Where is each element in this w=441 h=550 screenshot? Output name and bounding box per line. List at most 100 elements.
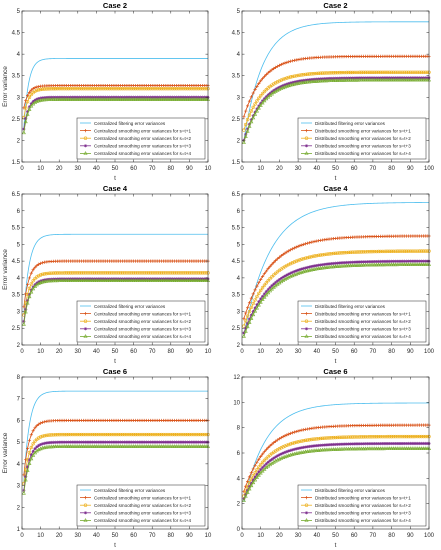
x-tick-label: 0 [240, 349, 244, 355]
series-marker-3 [96, 440, 100, 444]
series-marker-1 [285, 60, 289, 64]
series-marker-4 [72, 278, 77, 282]
series-marker-3 [384, 259, 388, 264]
series-marker-2 [251, 474, 255, 478]
series-marker-2 [94, 86, 99, 91]
series-marker-2 [365, 70, 369, 75]
series-marker-2 [303, 438, 308, 443]
series-marker-2 [40, 434, 45, 438]
series-marker-4 [410, 77, 415, 82]
series-marker-2 [417, 434, 422, 439]
series-marker-1 [266, 446, 270, 450]
series-marker-1 [307, 241, 311, 245]
series-marker-1 [294, 429, 298, 434]
series-marker-4 [109, 278, 114, 282]
x-tick-label: 50 [112, 166, 119, 172]
series-marker-2 [46, 271, 50, 276]
series-marker-2 [313, 71, 317, 76]
series-marker-4 [25, 300, 30, 305]
series-marker-2 [185, 271, 190, 275]
series-marker-4 [126, 97, 131, 101]
series-marker-4 [73, 444, 78, 448]
series-marker-1 [264, 72, 268, 77]
series-marker-3 [91, 440, 95, 444]
series-marker-3 [303, 266, 308, 270]
series-marker-2 [29, 445, 33, 450]
series-marker-4 [249, 316, 254, 320]
x-tick-label: 30 [74, 349, 81, 355]
series-marker-2 [107, 271, 112, 275]
legend-marker-1 [304, 496, 309, 500]
series-marker-4 [387, 262, 392, 267]
series-marker-4 [53, 97, 58, 101]
series-marker-1 [40, 261, 45, 265]
legend-entry-1: Centralized smoothing error variances fo… [94, 495, 191, 500]
series-marker-4 [176, 278, 181, 282]
series-marker-4 [161, 97, 166, 101]
series-marker-4 [264, 292, 269, 297]
series-marker-2 [100, 271, 104, 275]
series-marker-4 [355, 446, 360, 451]
series-marker-2 [367, 70, 371, 75]
series-marker-2 [339, 70, 343, 75]
series-marker-3 [337, 442, 341, 446]
series-marker-4 [385, 262, 390, 267]
series-marker-2 [352, 435, 356, 439]
series-marker-2 [64, 271, 69, 275]
series-marker-3 [191, 440, 195, 444]
series-marker-3 [251, 478, 255, 482]
series-marker-3 [305, 445, 310, 449]
series-marker-1 [274, 65, 278, 69]
series-marker-2 [285, 76, 289, 80]
series-marker-2 [197, 271, 201, 275]
series-marker-4 [133, 444, 138, 448]
series-marker-4 [59, 444, 64, 448]
y-tick-label: 2.5 [232, 117, 241, 123]
series-marker-2 [174, 86, 179, 91]
series-marker-4 [374, 77, 379, 82]
series-marker-4 [25, 112, 30, 116]
series-marker-3 [352, 260, 356, 264]
series-marker-2 [100, 432, 104, 437]
series-marker-3 [25, 465, 30, 469]
series-markers-2 [242, 70, 431, 132]
series-markers-4 [21, 444, 211, 495]
series-marker-4 [361, 446, 366, 451]
series-marker-3 [118, 440, 123, 444]
legend-marker-2 [304, 503, 309, 507]
series-marker-4 [88, 278, 93, 282]
series-marker-2 [81, 271, 86, 275]
series-marker-2 [335, 70, 340, 75]
legend-box [76, 484, 206, 527]
series-marker-2 [348, 70, 353, 75]
series-marker-2 [152, 432, 156, 437]
series-marker-4 [253, 477, 258, 482]
series-marker-3 [40, 442, 45, 446]
x-tick-label: 0 [20, 349, 24, 355]
series-marker-2 [313, 437, 317, 441]
series-marker-1 [270, 262, 274, 266]
series-marker-3 [403, 441, 407, 446]
series-marker-2 [161, 271, 166, 275]
series-marker-3 [406, 259, 411, 263]
series-marker-3 [249, 481, 253, 485]
series-marker-4 [363, 446, 368, 451]
series-marker-1 [272, 441, 276, 445]
series-marker-2 [165, 271, 169, 275]
series-marker-3 [180, 440, 184, 444]
series-marker-3 [260, 294, 265, 298]
series-marker-2 [401, 70, 405, 74]
x-tick-label: 20 [56, 349, 63, 355]
series-marker-2 [152, 271, 156, 275]
series-marker-4 [192, 444, 197, 448]
series-marker-4 [83, 278, 88, 282]
series-marker-3 [356, 260, 360, 264]
series-marker-2 [412, 249, 416, 253]
series-marker-4 [85, 278, 90, 282]
series-marker-1 [290, 59, 295, 63]
series-marker-3 [281, 275, 285, 279]
y-tick-label: 6 [237, 209, 241, 215]
series-marker-2 [148, 86, 153, 91]
series-marker-3 [57, 440, 61, 444]
